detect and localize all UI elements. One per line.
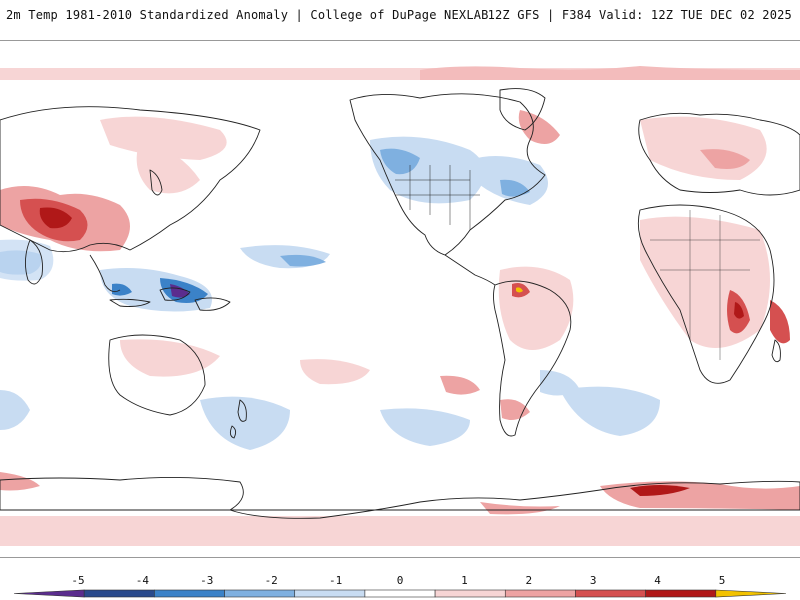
colorbar-tick-label: -2 bbox=[265, 574, 278, 587]
colorbar-segment bbox=[13, 589, 85, 598]
map-title: 2m Temp 1981-2010 Standardized Anomaly |… bbox=[6, 8, 489, 22]
southern-ocean-cool-anomaly bbox=[0, 339, 660, 450]
asia-warm-anomaly bbox=[0, 116, 227, 252]
indian-ocean-cool-band bbox=[0, 239, 54, 281]
colorbar-tick-label: -1 bbox=[329, 574, 342, 587]
colorbar-segment bbox=[434, 589, 506, 598]
map-header: 2m Temp 1981-2010 Standardized Anomaly |… bbox=[0, 0, 800, 30]
colorbar-tick-label: 0 bbox=[397, 574, 404, 587]
colorbar-tick-label: -4 bbox=[136, 574, 150, 587]
antarctic-warm-band bbox=[0, 472, 800, 546]
anomaly-colorbar: -5 -4 -3 -2 -1 0 1 2 3 4 5 bbox=[0, 568, 800, 600]
colorbar-segment bbox=[575, 589, 646, 598]
colorbar-tick-label: 2 bbox=[525, 574, 532, 587]
north-america-cool-anomaly bbox=[370, 110, 560, 205]
europe-africa-warm-anomaly bbox=[640, 116, 790, 348]
colorbar-tick-label: 1 bbox=[461, 574, 468, 587]
colorbar-segment bbox=[154, 589, 225, 598]
maritime-cool-anomaly bbox=[100, 245, 330, 312]
land-outlines bbox=[0, 88, 800, 519]
colorbar-segment bbox=[224, 589, 296, 598]
colorbar-tick-label: 3 bbox=[590, 574, 597, 587]
colorbar-tick-label: -5 bbox=[71, 574, 84, 587]
colorbar-segment bbox=[645, 589, 717, 598]
run-info: 12Z GFS | F384 Valid: 12Z TUE DEC 02 202… bbox=[487, 8, 792, 22]
colorbar-tick-label: 5 bbox=[719, 574, 726, 587]
colorbar-segment bbox=[294, 589, 366, 598]
colorbar-tick-label: -3 bbox=[200, 574, 213, 587]
world-anomaly-map bbox=[0, 40, 800, 558]
colorbar-tick-label: 4 bbox=[654, 574, 661, 587]
colorbar-segment bbox=[715, 589, 787, 598]
colorbar-segment bbox=[364, 589, 436, 598]
colorbar-segment bbox=[504, 589, 576, 598]
colorbar-segment bbox=[83, 589, 155, 598]
arctic-warm-band bbox=[0, 66, 800, 80]
